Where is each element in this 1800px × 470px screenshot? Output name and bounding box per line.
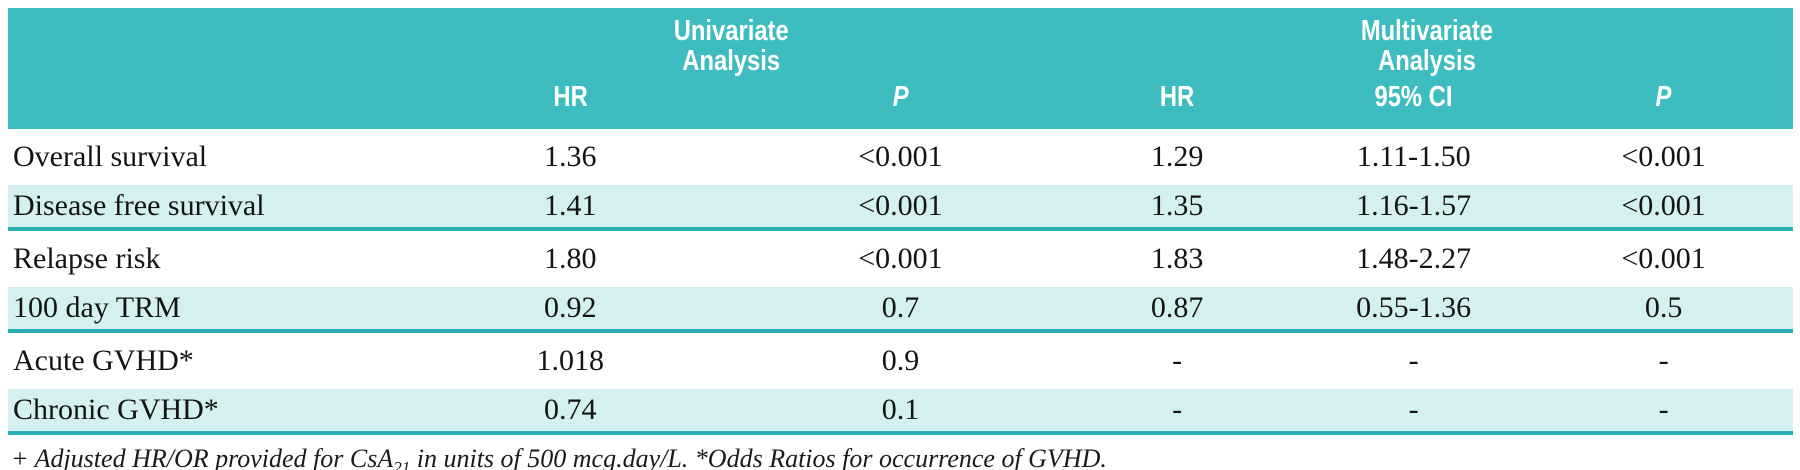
- multivariate-title-line2: Analysis: [1378, 45, 1476, 77]
- uni-hr-value: 0.92: [400, 287, 740, 333]
- multi-p-value: 0.5: [1534, 287, 1793, 333]
- uni-p-value: 0.9: [739, 331, 1062, 389]
- row-label: Overall survival: [8, 129, 401, 185]
- column-header-row: HR P HR 95% CI P: [8, 80, 1793, 129]
- uni-hr-value: 1.36: [400, 129, 740, 185]
- univariate-title-line2: Analysis: [681, 45, 780, 77]
- corner-cell-2: [8, 80, 401, 129]
- table-row: Acute GVHD* 1.018 0.9 - - -: [8, 331, 1793, 389]
- table-row: Disease free survival 1.41 <0.001 1.35 1…: [8, 185, 1793, 231]
- multi-p-value: -: [1534, 331, 1793, 389]
- row-label: Chronic GVHD*: [8, 389, 401, 435]
- uni-p-label: P: [892, 81, 909, 113]
- multi-hr-value: 0.87: [1061, 287, 1294, 333]
- ci-value: -: [1293, 331, 1535, 389]
- multi-p-value: -: [1534, 389, 1793, 435]
- multi-p-value: <0.001: [1534, 229, 1793, 287]
- uni-p-value: 0.1: [739, 389, 1062, 435]
- multi-p-value: <0.001: [1534, 129, 1793, 185]
- table-row: Relapse risk 1.80 <0.001 1.83 1.48-2.27 …: [8, 229, 1793, 287]
- uni-p-value: <0.001: [739, 229, 1062, 287]
- multi-hr-value: 1.35: [1061, 185, 1294, 231]
- col-header-uni-p: P: [739, 80, 1062, 129]
- results-table: Univariate Analysis Multivariate Analysi…: [8, 8, 1793, 435]
- row-label: Disease free survival: [8, 185, 401, 231]
- multivariate-title-line1: Multivariate: [1360, 15, 1494, 47]
- footnote-suffix: in units of 500 mcg.day/L. *Odds Ratios …: [410, 444, 1107, 470]
- ci-value: 1.16-1.57: [1293, 185, 1535, 231]
- corner-cell: [8, 8, 401, 80]
- footnote-prefix: + Adjusted HR/OR provided for CsA: [11, 444, 394, 470]
- table-footnote: + Adjusted HR/OR provided for CsA21 in u…: [8, 435, 1793, 470]
- multi-hr-label: HR: [1159, 81, 1195, 113]
- uni-p-value: 0.7: [739, 287, 1062, 333]
- col-header-multi-p: P: [1534, 80, 1793, 129]
- ci-value: 0.55-1.36: [1293, 287, 1535, 333]
- footnote-subscript: 21: [393, 458, 411, 470]
- col-header-multi-hr: HR: [1061, 80, 1294, 129]
- multi-hr-value: 1.29: [1061, 129, 1294, 185]
- multi-hr-value: 1.83: [1061, 229, 1294, 287]
- uni-hr-value: 0.74: [400, 389, 740, 435]
- univariate-title-line1: Univariate: [673, 15, 789, 47]
- uni-hr-value: 1.41: [400, 185, 740, 231]
- multi-p-label: P: [1655, 81, 1672, 113]
- multi-ci-label: 95% CI: [1374, 81, 1453, 113]
- group-header-univariate: Univariate Analysis: [400, 8, 1062, 80]
- uni-p-value: <0.001: [739, 185, 1062, 231]
- multi-p-value: <0.001: [1534, 185, 1793, 231]
- table-row: Chronic GVHD* 0.74 0.1 - - -: [8, 389, 1793, 435]
- table-row: Overall survival 1.36 <0.001 1.29 1.11-1…: [8, 129, 1793, 185]
- table-row: 100 day TRM 0.92 0.7 0.87 0.55-1.36 0.5: [8, 287, 1793, 333]
- col-header-multi-ci: 95% CI: [1293, 80, 1535, 129]
- ci-value: -: [1293, 389, 1535, 435]
- row-label: Relapse risk: [8, 229, 401, 287]
- ci-value: 1.48-2.27: [1293, 229, 1535, 287]
- table-body: Overall survival 1.36 <0.001 1.29 1.11-1…: [8, 129, 1793, 435]
- multi-hr-value: -: [1061, 389, 1294, 435]
- col-header-uni-hr: HR: [400, 80, 740, 129]
- uni-hr-value: 1.80: [400, 229, 740, 287]
- row-label: Acute GVHD*: [8, 331, 401, 389]
- ci-value: 1.11-1.50: [1293, 129, 1535, 185]
- uni-p-value: <0.001: [739, 129, 1062, 185]
- uni-hr-value: 1.018: [400, 331, 740, 389]
- row-label: 100 day TRM: [8, 287, 401, 333]
- uni-hr-label: HR: [553, 81, 588, 113]
- group-header-row: Univariate Analysis Multivariate Analysi…: [8, 8, 1793, 80]
- group-header-multivariate: Multivariate Analysis: [1061, 8, 1793, 80]
- multi-hr-value: -: [1061, 331, 1294, 389]
- table-header: Univariate Analysis Multivariate Analysi…: [8, 8, 1793, 129]
